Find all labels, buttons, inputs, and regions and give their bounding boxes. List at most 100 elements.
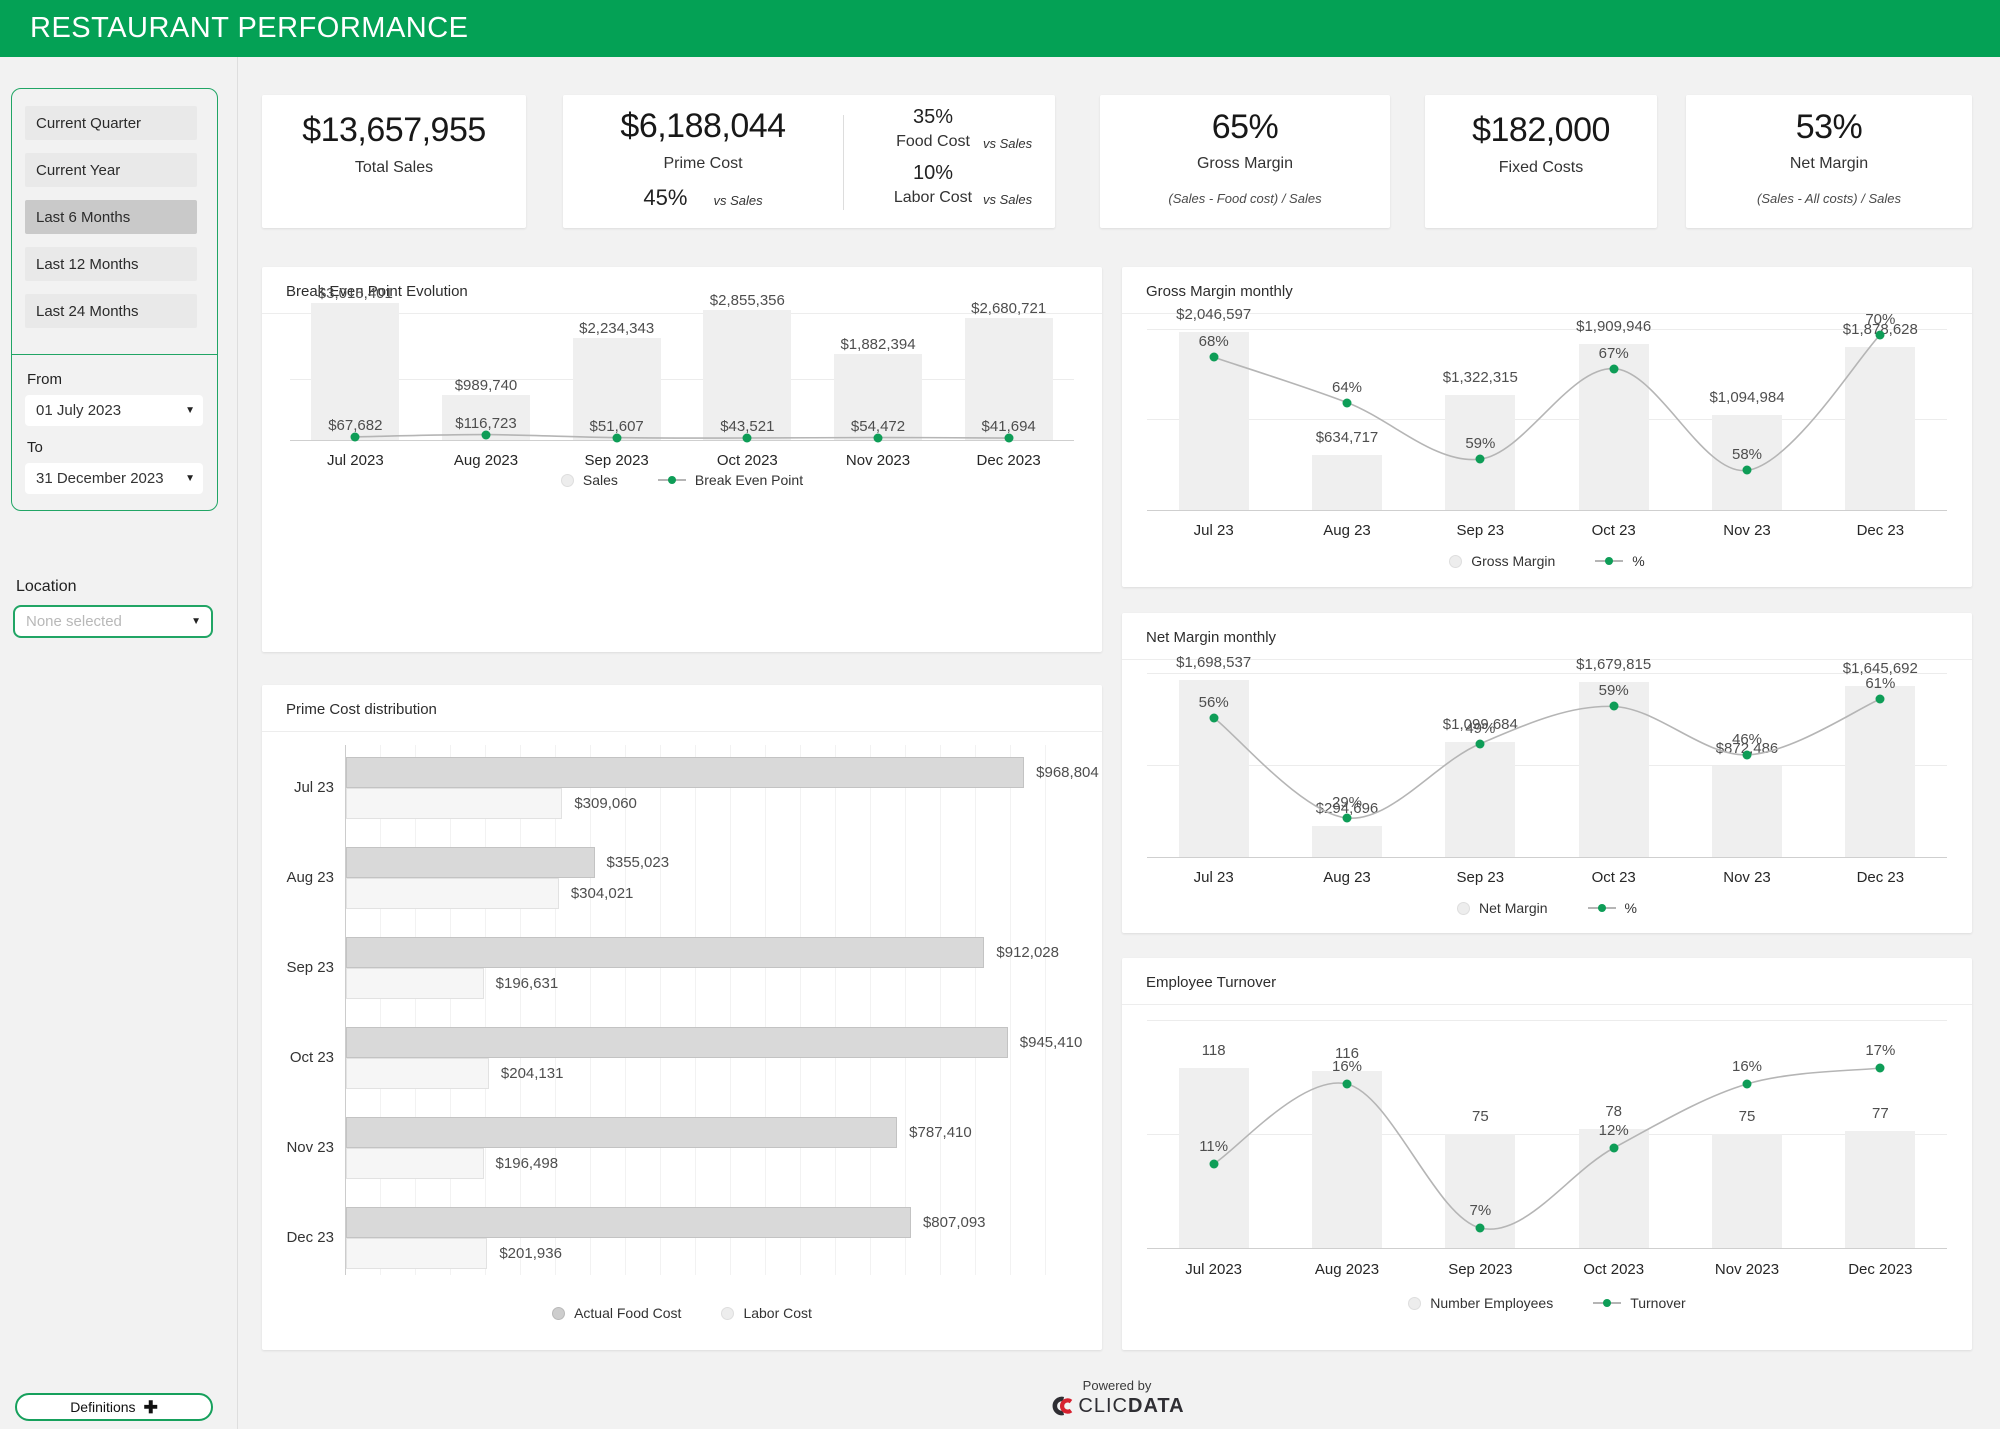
legend-item--[interactable]: % xyxy=(1587,900,1637,916)
employee_turnover-legend: Number Employees Turnover xyxy=(1122,1295,1972,1311)
number-employees-bar[interactable] xyxy=(1178,1068,1249,1248)
sales-bar[interactable] xyxy=(964,318,1053,440)
sales-bar[interactable] xyxy=(703,310,792,440)
period-button-current-year[interactable]: Current Year xyxy=(25,153,197,187)
actual-food-cost-bar[interactable] xyxy=(346,1027,1008,1058)
labor-cost-bar[interactable] xyxy=(346,878,559,909)
labor-cost-bar[interactable] xyxy=(346,1058,489,1089)
legend-item--[interactable]: % xyxy=(1595,553,1645,569)
line-point[interactable] xyxy=(1342,813,1352,823)
sales-bar[interactable] xyxy=(834,354,922,440)
x-axis-label: Sep 2023 xyxy=(1448,1261,1513,1278)
legend-item-sales[interactable]: Sales xyxy=(560,472,618,488)
x-axis-label: Oct 23 xyxy=(1591,522,1636,539)
bar-value-label: 75 xyxy=(1471,1107,1489,1125)
labor-cost-bar[interactable] xyxy=(346,1148,484,1179)
gross-margin-bar[interactable] xyxy=(1845,346,1916,510)
net-margin-bar[interactable] xyxy=(1312,826,1382,857)
legend-label: Net Margin xyxy=(1479,900,1548,916)
legend-item-actual-food-cost[interactable]: Actual Food Cost xyxy=(552,1305,681,1321)
line-value-label: 17% xyxy=(1865,1042,1896,1059)
line-point[interactable] xyxy=(1209,1159,1219,1169)
line-point[interactable] xyxy=(1342,398,1352,408)
line-point[interactable] xyxy=(1342,1079,1352,1089)
line-point[interactable] xyxy=(742,433,752,443)
net-margin-bar[interactable] xyxy=(1712,766,1782,857)
total-sales-label: Total Sales xyxy=(354,159,434,176)
line-point[interactable] xyxy=(1742,1079,1752,1089)
labor-cost-bar[interactable] xyxy=(346,788,563,819)
x-axis-label: Oct 23 xyxy=(1591,869,1636,886)
net-margin-bar[interactable] xyxy=(1845,685,1916,857)
employee-turnover-chart-title: Employee Turnover xyxy=(1122,958,1972,1005)
x-axis-label: Sep 23 xyxy=(1456,869,1505,886)
line-point[interactable] xyxy=(1609,701,1619,711)
net-margin-bar[interactable] xyxy=(1178,680,1249,857)
circle-swatch xyxy=(721,1306,735,1320)
break-even-point-line xyxy=(355,433,1009,439)
line-point[interactable] xyxy=(1875,330,1885,340)
x-axis-label: Aug 23 xyxy=(1323,522,1371,539)
x-axis-label: Dec 2023 xyxy=(976,452,1041,469)
gross-margin-bar[interactable] xyxy=(1312,454,1382,510)
line-point[interactable] xyxy=(1475,454,1485,464)
x-axis-label: Aug 23 xyxy=(1323,869,1371,886)
bar-value-label: $2,234,343 xyxy=(579,320,655,338)
line-point[interactable] xyxy=(1209,352,1219,362)
line-value-label: 16% xyxy=(1331,1058,1363,1075)
x-axis-label: Dec 23 xyxy=(1856,522,1905,539)
legend-item-break-even-point[interactable]: Break Even Point xyxy=(657,472,803,488)
sales-bar[interactable] xyxy=(572,338,661,440)
legend-item-turnover[interactable]: Turnover xyxy=(1593,1295,1686,1311)
line-point[interactable] xyxy=(1475,739,1485,749)
actual-food-cost-bar[interactable] xyxy=(346,847,595,878)
line-point[interactable] xyxy=(1475,1223,1485,1233)
gross-margin-bar[interactable] xyxy=(1445,394,1516,510)
bar-value-label: $1,645,692 xyxy=(1842,659,1918,677)
line-value-label: $116,723 xyxy=(455,414,517,432)
line-point[interactable] xyxy=(1609,1143,1619,1153)
gross-margin-bar[interactable] xyxy=(1712,414,1782,510)
number-employees-bar[interactable] xyxy=(1312,1071,1382,1248)
actual-food-cost-bar[interactable] xyxy=(346,757,1025,788)
labor-cost-bar[interactable] xyxy=(346,968,484,999)
line-point[interactable] xyxy=(1875,1063,1885,1073)
labor-cost-pct: 10% xyxy=(912,162,954,184)
to-date-select[interactable]: 31 December 2023 ▼ xyxy=(25,463,203,494)
line-point[interactable] xyxy=(350,432,360,442)
sales-bar[interactable] xyxy=(311,303,400,440)
number-employees-bar[interactable] xyxy=(1845,1130,1916,1248)
prime-cost-label: Prime Cost xyxy=(663,155,743,172)
period-button-last-24-months[interactable]: Last 24 Months xyxy=(25,294,197,328)
period-button-last-6-months[interactable]: Last 6 Months xyxy=(25,200,197,234)
actual-food-cost-bar[interactable] xyxy=(346,937,985,968)
period-button-last-12-months[interactable]: Last 12 Months xyxy=(25,247,197,281)
line-point[interactable] xyxy=(612,433,622,443)
legend-item-gross-margin[interactable]: Gross Margin xyxy=(1449,553,1555,569)
definitions-button[interactable]: Definitions ✚ xyxy=(15,1393,213,1421)
labor-cost-bar[interactable] xyxy=(346,1238,488,1269)
from-date-select[interactable]: 01 July 2023 ▼ xyxy=(25,395,203,426)
line-point[interactable] xyxy=(1004,433,1014,443)
legend-item-net-margin[interactable]: Net Margin xyxy=(1457,900,1548,916)
location-select[interactable]: None selected ▼ xyxy=(13,605,213,638)
number-employees-bar[interactable] xyxy=(1712,1133,1782,1248)
bar-value-label: $304,021 xyxy=(570,885,634,902)
legend-item-labor-cost[interactable]: Labor Cost xyxy=(721,1305,812,1321)
line-point[interactable] xyxy=(1742,750,1752,760)
x-axis-label: Aug 2023 xyxy=(1314,1261,1380,1278)
period-button-current-quarter[interactable]: Current Quarter xyxy=(25,106,197,140)
line-point[interactable] xyxy=(873,433,883,442)
line-point[interactable] xyxy=(1609,364,1619,374)
line-value-label: 61% xyxy=(1865,675,1896,693)
line-point[interactable] xyxy=(1875,694,1885,704)
turnover-line xyxy=(1213,1067,1881,1230)
line-point[interactable] xyxy=(481,430,491,440)
line-point[interactable] xyxy=(1209,713,1219,723)
net-margin-bar[interactable] xyxy=(1445,742,1516,857)
actual-food-cost-bar[interactable] xyxy=(346,1207,911,1238)
x-axis-label: Oct 2023 xyxy=(1583,1261,1645,1278)
legend-item-number-employees[interactable]: Number Employees xyxy=(1408,1295,1553,1311)
actual-food-cost-bar[interactable] xyxy=(346,1117,898,1148)
line-point[interactable] xyxy=(1742,465,1752,475)
